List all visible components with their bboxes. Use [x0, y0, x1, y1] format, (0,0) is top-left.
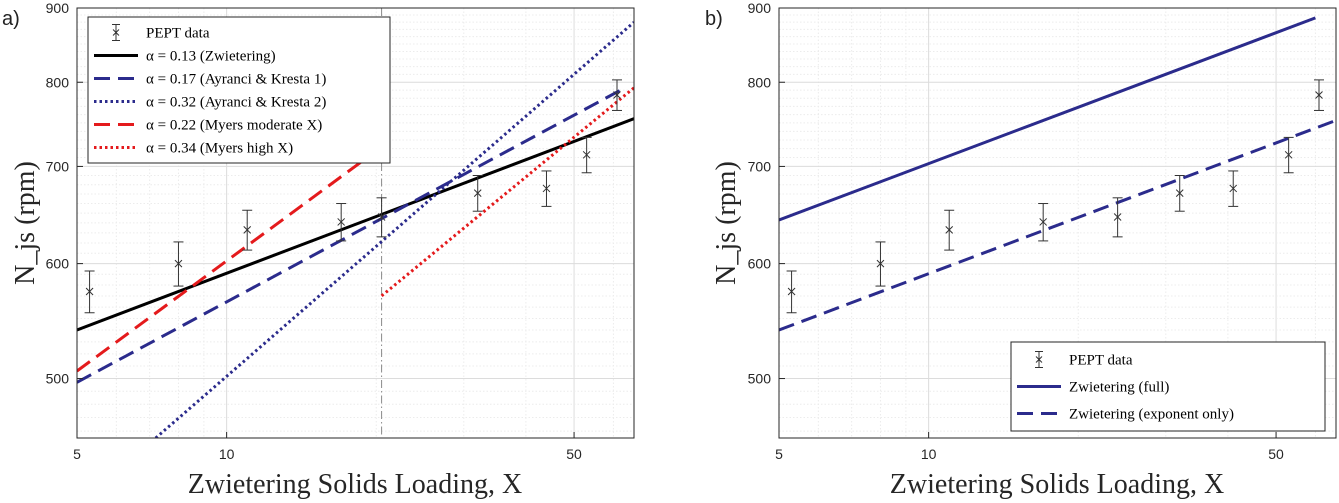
series-line-0 [779, 16, 1316, 222]
data-point [173, 241, 184, 287]
data-point [1313, 79, 1324, 111]
legend-entry: PEPT data [112, 24, 210, 42]
series-line-2 [154, 21, 634, 438]
legend-label: PEPT data [146, 26, 210, 42]
legend-entry: PEPT data [1035, 351, 1133, 369]
data-point [84, 270, 95, 314]
legend-label: α = 0.22 (Myers moderate X) [146, 118, 322, 134]
legend-box [87, 16, 391, 164]
series-line-1 [779, 118, 1336, 332]
legend-entry: Zwietering (exponent only) [1017, 407, 1234, 423]
data-point [944, 209, 955, 251]
data-point [786, 270, 797, 314]
legend-entry: α = 0.32 (Ayranci & Kresta 2) [94, 95, 326, 111]
data-point [541, 170, 552, 207]
legend-label: α = 0.34 (Myers high X) [146, 141, 293, 157]
legend-label: PEPT data [1069, 353, 1133, 369]
legend-entry: α = 0.17 (Ayranci & Kresta 1) [94, 72, 326, 88]
data-point [376, 197, 387, 238]
panel-b-axes-box [778, 7, 1337, 439]
legend-entry: α = 0.13 (Zwietering) [94, 49, 276, 65]
panel-b-y-axis-label: N_js (rpm) [711, 161, 742, 285]
legend-label: α = 0.13 (Zwietering) [146, 49, 276, 65]
y-tick-label: 600 [748, 256, 772, 272]
x-tick-label: 50 [566, 446, 582, 462]
series-line-1 [77, 88, 622, 384]
data-point [581, 136, 592, 174]
panel-a-axes-box [76, 7, 635, 439]
y-tick-label: 700 [748, 158, 772, 174]
y-tick-label: 900 [748, 0, 772, 16]
data-point [336, 203, 347, 242]
panel-a-legend: PEPT data α = 0.13 (Zwietering) α = 0.17 (… [87, 16, 391, 164]
legend-box [1010, 341, 1326, 432]
panel-b-legend: PEPT data Zwietering (full) Zwietering (ex… [1010, 341, 1326, 432]
y-tick-label: 500 [46, 371, 70, 387]
panel-a-ticks: 5 10 50 500 600 700 800 900 [46, 0, 582, 462]
legend-label: Zwietering (full) [1069, 380, 1169, 396]
y-tick-label: 700 [46, 158, 70, 174]
data-point [472, 175, 483, 212]
panel-b-ticks: 5 10 50 500 600 700 800 900 [748, 0, 1284, 462]
legend-label: α = 0.17 (Ayranci & Kresta 1) [146, 72, 326, 88]
data-point [1174, 175, 1185, 212]
data-point [242, 209, 253, 251]
panel-a-chart: a) 5 10 50 500 600 700 800 900 Zwietering Solid… [2, 0, 635, 500]
legend-label: Zwietering (exponent only) [1069, 407, 1234, 423]
y-tick-label: 800 [46, 74, 70, 90]
panel-b-series [779, 16, 1336, 332]
x-tick-label: 10 [219, 446, 235, 462]
data-point [1228, 170, 1239, 207]
panel-a-pept-points [84, 79, 622, 314]
panel-a-series [77, 21, 634, 438]
x-tick-label: 5 [775, 446, 783, 462]
x-tick-label: 10 [921, 446, 937, 462]
panel-b-grid [779, 8, 1336, 438]
y-tick-label: 800 [748, 74, 772, 90]
y-tick-label: 500 [748, 371, 772, 387]
data-point [1038, 203, 1049, 242]
panel-b-pept-points [786, 79, 1324, 314]
panel-b-x-axis-label: Zwietering Solids Loading, X [890, 469, 1224, 500]
data-point [1283, 136, 1294, 174]
legend-label: α = 0.32 (Ayranci & Kresta 2) [146, 95, 326, 111]
legend-entry: α = 0.22 (Myers moderate X) [94, 118, 322, 134]
panel-b-chart: b) 5 10 50 500 600 700 800 900 Zwietering Solid… [705, 0, 1337, 500]
panel-a-y-axis-label: N_js (rpm) [10, 161, 41, 285]
legend-entry: α = 0.34 (Myers high X) [94, 141, 293, 157]
x-tick-label: 50 [1268, 446, 1284, 462]
data-point [611, 79, 622, 111]
y-tick-label: 600 [46, 256, 70, 272]
data-point [875, 241, 886, 287]
series-line-0 [77, 117, 634, 332]
panel-b-label: b) [705, 8, 723, 30]
panel-a-x-axis-label: Zwietering Solids Loading, X [188, 469, 522, 500]
x-tick-label: 5 [73, 446, 81, 462]
data-point [1112, 197, 1123, 238]
panel-a-label: a) [2, 8, 20, 30]
legend-entry: Zwietering (full) [1017, 380, 1169, 396]
series-line-3 [77, 145, 383, 373]
y-tick-label: 900 [46, 0, 70, 16]
